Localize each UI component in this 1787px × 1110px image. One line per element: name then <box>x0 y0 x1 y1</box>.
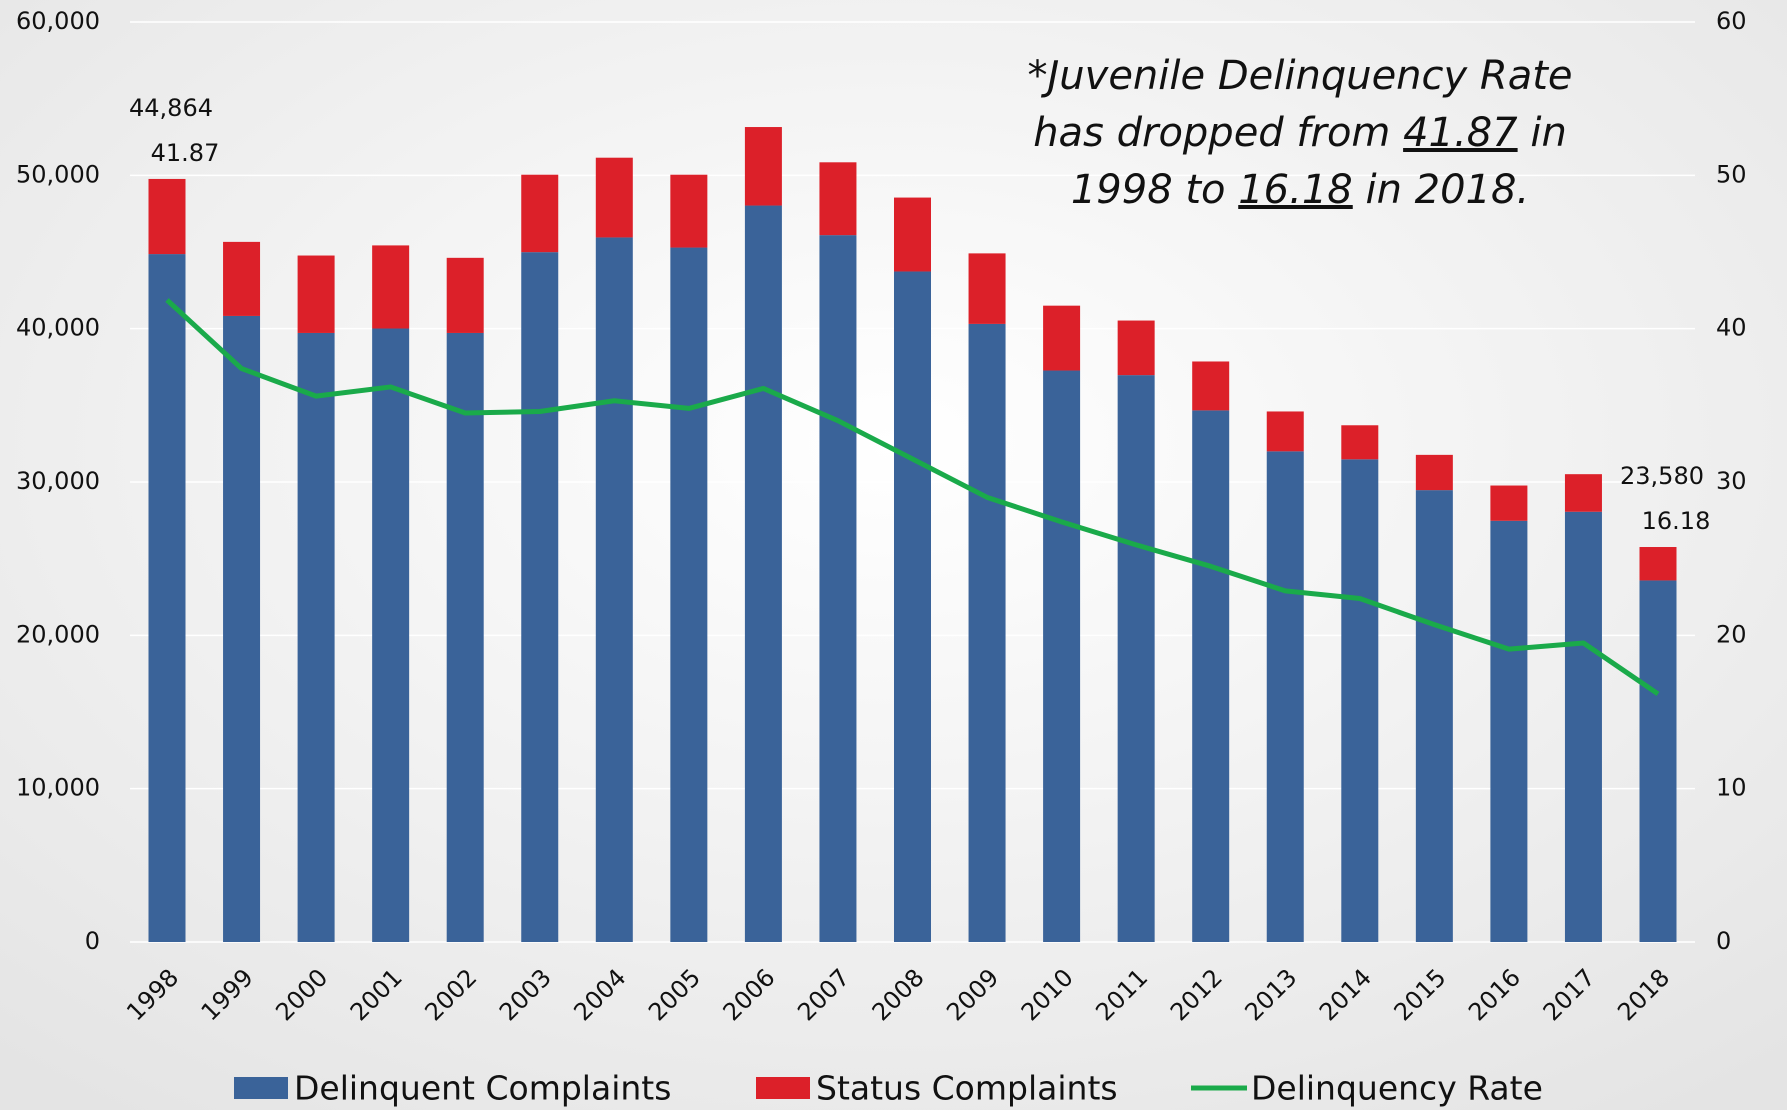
legend-label: Status Complaints <box>816 1069 1118 1108</box>
bar-segment <box>1341 459 1379 942</box>
bar-segment <box>1043 370 1081 942</box>
legend-swatch <box>756 1077 810 1099</box>
bar-segment <box>297 332 335 943</box>
bar-segment <box>372 245 410 329</box>
bar-segment <box>1639 580 1677 942</box>
y2-tick-label: 10 <box>1716 774 1747 802</box>
bar-segment <box>1490 520 1528 942</box>
bar-segment <box>744 127 782 206</box>
bar-segment <box>1639 547 1677 581</box>
bar-segment <box>1117 375 1155 942</box>
data-label: 23,580 <box>1620 462 1704 490</box>
bar-segment <box>1564 474 1602 512</box>
bar-segment <box>1415 454 1453 491</box>
bar-segment <box>1564 511 1602 942</box>
bar-segment <box>521 174 559 253</box>
data-label: 44,864 <box>129 94 213 122</box>
annotation-line: 1998 to 16.18 in 2018. <box>1071 167 1529 213</box>
annotation-line: has dropped from 41.87 in <box>1033 110 1567 156</box>
bar-segment <box>595 157 633 238</box>
bar-segment <box>1043 305 1081 371</box>
bar-segment <box>1341 425 1379 460</box>
bar-segment <box>521 252 559 943</box>
y-tick-label: 40,000 <box>16 314 100 342</box>
bar-segment <box>595 237 633 942</box>
rate-line <box>165 298 1660 696</box>
y-tick-label: 0 <box>85 927 100 955</box>
annotation-text: in 2018. <box>1353 167 1529 213</box>
annotation-line: *Juvenile Delinquency Rate <box>1028 53 1573 99</box>
annotation-text: 1998 to <box>1071 167 1238 213</box>
bar-segment <box>148 254 186 942</box>
bar-segment <box>446 257 484 333</box>
annotation-text: *Juvenile Delinquency Rate <box>1028 53 1573 99</box>
bar-segment <box>819 235 857 943</box>
bar-segment <box>968 253 1006 324</box>
bar-segment <box>1490 485 1528 521</box>
bar-segment <box>223 315 261 942</box>
y-tick-label: 20,000 <box>16 620 100 648</box>
y-tick-label: 30,000 <box>16 467 100 495</box>
bar-segment <box>1192 361 1230 411</box>
annotation-text: has dropped from <box>1033 110 1403 156</box>
bar-segment <box>819 162 857 236</box>
legend-swatch <box>234 1077 288 1099</box>
bar-segment <box>148 178 186 255</box>
bar-segment <box>1266 411 1304 452</box>
y-tick-label: 50,000 <box>16 160 100 188</box>
y2-tick-label: 50 <box>1716 160 1747 188</box>
y2-tick-label: 40 <box>1716 314 1747 342</box>
bar-segment <box>894 197 931 272</box>
bar-segment <box>968 323 1006 942</box>
y2-tick-label: 30 <box>1716 467 1747 495</box>
bar-segment <box>223 241 261 316</box>
legend-label: Delinquency Rate <box>1251 1069 1543 1108</box>
bar-segment <box>446 332 484 943</box>
data-label: 41.87 <box>151 139 220 167</box>
y2-tick-label: 0 <box>1716 927 1731 955</box>
bar-segment <box>670 174 708 248</box>
bar-segment <box>744 205 782 943</box>
bar-segment <box>1192 410 1230 943</box>
bar-segment <box>670 247 708 942</box>
y2-tick-label: 20 <box>1716 620 1747 648</box>
legend-label: Delinquent Complaints <box>294 1069 671 1108</box>
annotation-text: 16.18 <box>1238 167 1353 213</box>
y-tick-label: 60,000 <box>16 7 100 35</box>
annotation-text: 41.87 <box>1403 110 1518 156</box>
bar-segment <box>297 255 335 333</box>
annotation-text: in <box>1518 110 1567 156</box>
bar-segment <box>1266 451 1304 942</box>
y2-tick-label: 60 <box>1716 7 1747 35</box>
bar-segment <box>372 328 410 943</box>
bar-segment <box>1117 320 1155 376</box>
data-label: 16.18 <box>1642 507 1711 535</box>
bar-segment <box>894 271 931 942</box>
y-tick-label: 10,000 <box>16 774 100 802</box>
bar-segment <box>1415 490 1453 942</box>
